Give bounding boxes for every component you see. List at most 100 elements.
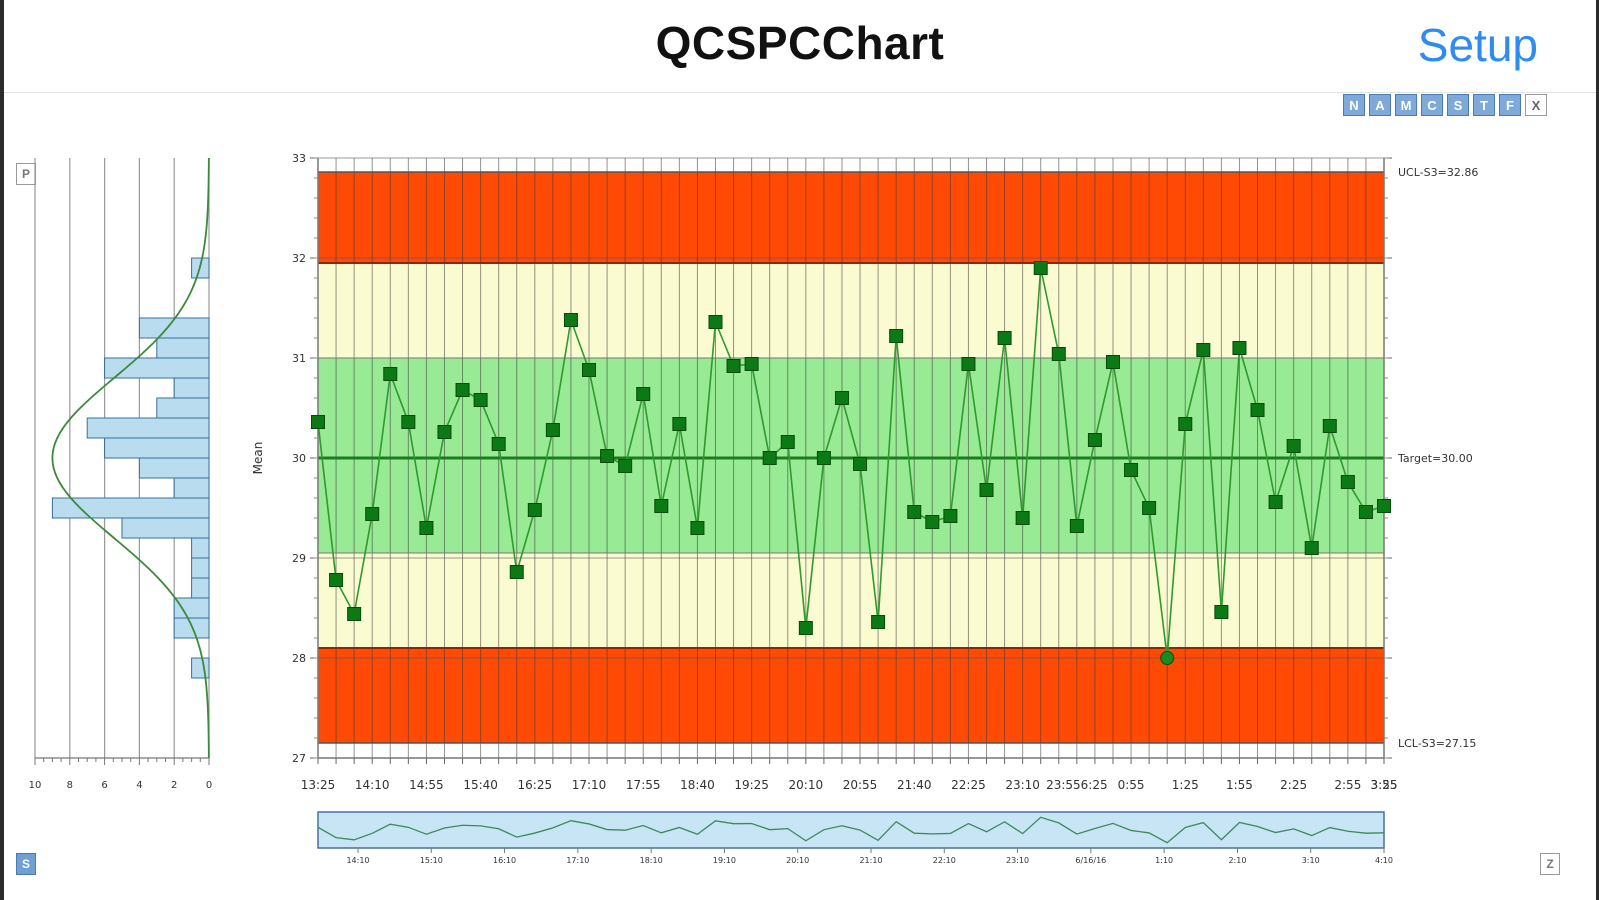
data-point [1304,541,1319,555]
data-point [816,451,831,465]
x-tick-label: 23:10 [1005,778,1040,792]
normal-distribution-curve [51,157,210,759]
lower-warning-zone [318,553,1384,648]
data-point [383,367,398,381]
data-point [1358,505,1373,519]
histogram-bar [191,557,210,579]
x-tick-label: 19:25 [734,778,769,792]
data-point [365,507,380,521]
data-point [961,357,976,371]
y-tick-label: 31 [292,352,306,365]
y-tick-label: 32 [292,252,306,265]
x-tick-label: 1:55 [1226,778,1253,792]
y-tick-label: 30 [292,452,306,465]
toolbar-button-a[interactable]: A [1369,94,1391,116]
x-tick-label: 20:55 [843,778,878,792]
page-title: QCSPCChart [655,17,945,69]
toolbar-button-m[interactable]: M [1395,94,1417,116]
data-point [780,435,795,449]
x-tick-label: 15:40 [463,778,498,792]
data-point [690,521,705,535]
data-point-alarm [1160,651,1175,665]
data-point [1178,417,1193,431]
data-point [563,313,578,327]
data-point [1286,439,1301,453]
histogram-bar [156,337,210,359]
chart-toolbar: N A M C S T F X [1343,94,1547,116]
data-point [437,425,452,439]
data-point [491,437,506,451]
histogram-bar [173,617,210,639]
data-point [708,315,723,329]
data-point [1322,419,1337,433]
data-point [545,423,560,437]
data-point [347,607,362,621]
data-point [654,499,669,513]
data-point [600,449,615,463]
histogram-bar [104,437,210,459]
scroll-overview-panel [317,811,1385,849]
histogram-bar [121,517,210,539]
data-point [943,509,958,523]
zoom-button[interactable]: Z [1540,853,1560,875]
histogram-bar [173,597,210,619]
histogram-x-tick-label: 8 [67,780,73,791]
upper-control-zone [318,172,1384,263]
data-point [1087,433,1102,447]
scroll-axis-label: 16:10 [493,856,516,865]
histogram-bar [156,397,210,419]
scroll-axis-label: 18:10 [640,856,663,865]
toolbar-close-button[interactable]: X [1525,94,1547,116]
histogram-bar [191,577,210,599]
data-point [509,565,524,579]
data-point [798,621,813,635]
histogram-bar [138,317,210,339]
data-point [672,417,687,431]
data-point [834,391,849,405]
scroll-axis-label: 21:10 [859,856,882,865]
x-tick-label: 23:556:25 [1046,778,1108,792]
scroll-axis-label: 17:10 [566,856,589,865]
x-tick-label: 3:25 [1371,778,1398,792]
data-point [762,451,777,465]
x-tick-label: 2:25 [1280,778,1307,792]
x-tick-label: 14:55 [409,778,444,792]
data-point [925,515,940,529]
ucl-label: UCL-S3=32.86 [1398,166,1478,179]
scroll-axis-label: 4:10 [1375,856,1393,865]
scroll-axis-label: 6/16/16 [1075,856,1106,865]
histogram-x-tick-label: 6 [101,780,107,791]
center-zone [318,358,1384,553]
data-point [401,415,416,429]
scroll-axis-label: 19:10 [713,856,736,865]
scroll-axis-label: 15:10 [420,856,443,865]
data-point [311,415,325,429]
data-point [979,483,994,497]
data-point [1033,261,1048,275]
x-tick-label: 0:55 [1118,778,1145,792]
scroll-axis-label: 22:10 [933,856,956,865]
scroll-axis-label: 3:10 [1302,856,1320,865]
histogram-x-tick-label: 10 [29,780,42,791]
x-tick-label: 17:10 [572,778,607,792]
data-point [1105,355,1120,369]
data-point [871,615,886,629]
toolbar-button-n[interactable]: N [1343,94,1365,116]
x-tick-label: 16:25 [518,778,553,792]
y-tick-label: 33 [292,152,306,165]
setup-button[interactable]: Setup [1417,19,1538,71]
data-point [726,359,741,373]
data-point [636,387,651,401]
x-tick-label: 17:55 [626,778,661,792]
data-point [744,357,759,371]
toolbar-button-f[interactable]: F [1499,94,1521,116]
toolbar-button-t[interactable]: T [1473,94,1495,116]
toolbar-button-s[interactable]: S [1447,94,1469,116]
data-point [527,503,542,517]
toolbar-button-c[interactable]: C [1421,94,1443,116]
scroll-toggle-button[interactable]: S [16,853,36,875]
data-point [582,363,597,377]
histogram-bar [191,537,210,559]
series-line [317,267,1385,659]
